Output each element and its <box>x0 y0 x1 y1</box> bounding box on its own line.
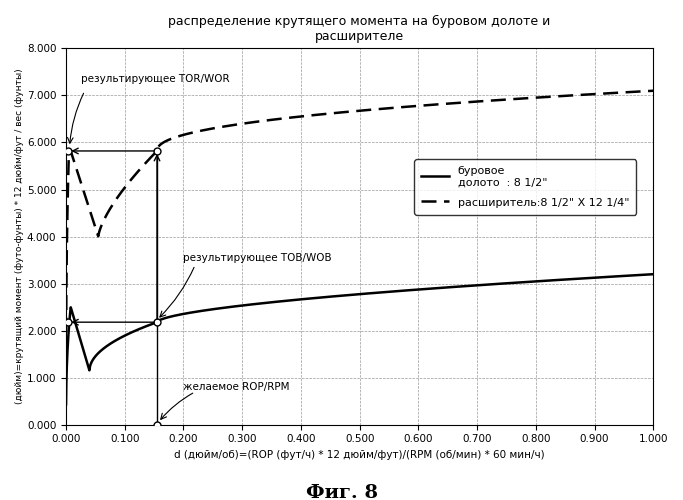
Text: желаемое ROP/RPM: желаемое ROP/RPM <box>184 382 290 392</box>
X-axis label: d (дюйм/об)=(ROP (фут/ч) * 12 дюйм/фут)/(RPM (об/мин) * 60 мин/ч): d (дюйм/об)=(ROP (фут/ч) * 12 дюйм/фут)/… <box>174 450 545 460</box>
Text: Фиг. 8: Фиг. 8 <box>305 484 378 500</box>
Title: распределение крутящего момента на буровом долоте и
расширителе: распределение крутящего момента на буров… <box>169 15 550 43</box>
Y-axis label: (дюйм)=крутящий момент (футо-фунты) * 12 дюйм/фут / вес (фунты): (дюйм)=крутящий момент (футо-фунты) * 12… <box>15 69 24 404</box>
Text: результирующее TOR/WOR: результирующее TOR/WOR <box>81 74 229 84</box>
Text: результирующее TOB/WOB: результирующее TOB/WOB <box>184 252 332 262</box>
Legend: буровое
долото  : 8 1/2", расширитель:8 1/2" Х 12 1/4": буровое долото : 8 1/2", расширитель:8 1… <box>415 160 636 214</box>
